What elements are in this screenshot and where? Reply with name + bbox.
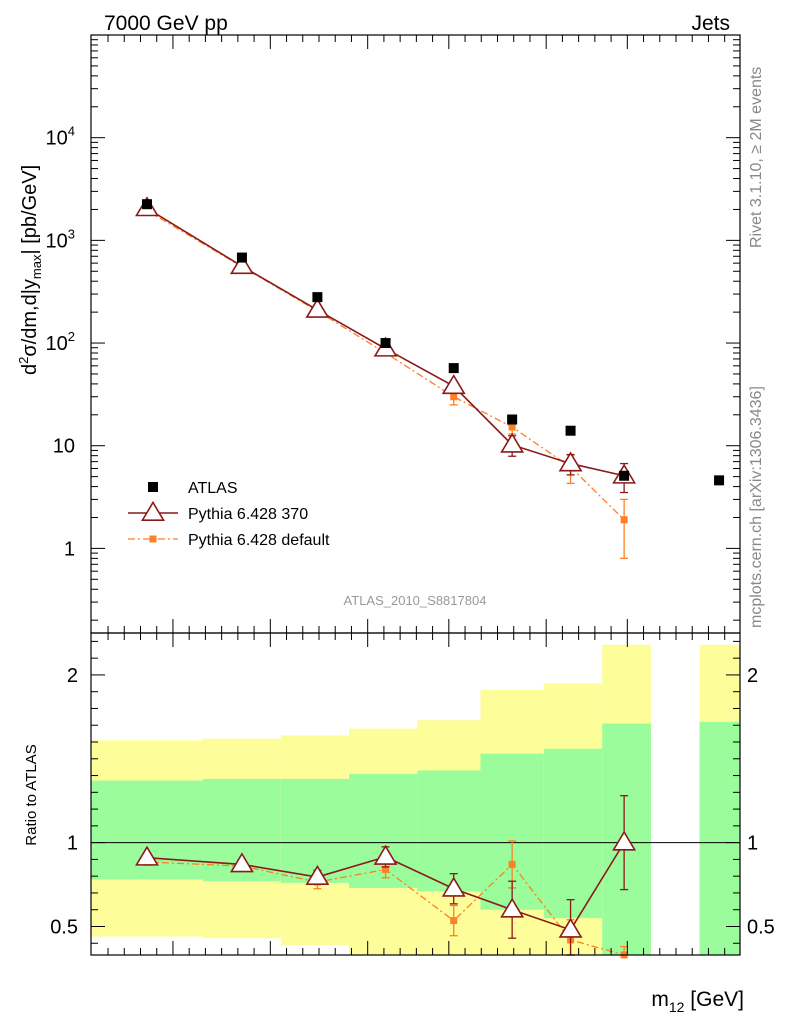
ratio-ytick-label-right: 0.5 [747, 916, 775, 938]
band-inner [543, 748, 603, 919]
rivet-label: Rivet 3.1.10, ≥ 2M events [748, 67, 765, 248]
analysis-id: ATLAS_2010_S8817804 [344, 593, 487, 608]
ratio-ytick-label: 2 [67, 665, 78, 687]
data-point-atlas [380, 338, 391, 349]
ratio-line-pythia370 [146, 842, 625, 931]
main-ylabel: d2σ/dm,d|ymax| [pb/GeV] [16, 165, 44, 375]
series-line-pythia_default [146, 210, 625, 521]
main-ytick-label: 102 [46, 329, 75, 355]
point-pythia370 [305, 297, 330, 318]
data-point-atlas [507, 414, 518, 425]
header-left: 7000 GeV pp [104, 12, 228, 35]
point-pythia-default [620, 516, 628, 524]
series-line-pythia370 [146, 207, 625, 477]
main-ytick-label: 10 [53, 436, 75, 458]
ratio-point-pythia370 [373, 844, 398, 865]
main-ytick-label: 1 [64, 538, 75, 560]
ratio-ytick-label: 0.5 [50, 916, 78, 938]
data-point-atlas [312, 292, 323, 303]
x-axis-label: m12 [GeV] [651, 988, 744, 1015]
data-point-atlas [714, 475, 725, 486]
data-point-atlas [565, 425, 576, 436]
ratio-ytick-label-right: 2 [747, 665, 758, 687]
legend-marker-pythia-default [149, 535, 157, 543]
legend-marker-pythia370 [141, 500, 165, 521]
data-point-atlas [619, 470, 630, 481]
band-inner [699, 721, 740, 955]
ratio-ylabel: Ratio to ATLAS [23, 744, 40, 845]
ratio-point-pythia370 [558, 917, 583, 938]
legend-label-data: ATLAS [188, 480, 238, 497]
point-pythia370 [441, 374, 466, 395]
data-point-atlas [236, 252, 247, 263]
point-pythia370 [500, 432, 525, 453]
point-pythia370 [558, 451, 583, 472]
data-point-atlas [141, 199, 152, 210]
ratio-ytick-label-right: 1 [747, 833, 758, 855]
mcplots-label: mcplots.cern.ch [arXiv:1306.3436] [748, 386, 765, 628]
point-pythia-default [508, 423, 516, 431]
ratio-frame [90, 632, 741, 956]
ratio-point-pythia-default [508, 860, 516, 868]
ratio-series [135, 795, 637, 959]
ratio-point-pythia-default [382, 865, 390, 873]
ratio-point-pythia370 [441, 876, 466, 897]
data-point-atlas [448, 363, 459, 374]
main-ytick-label: 103 [46, 226, 75, 252]
point-pythia370 [229, 254, 254, 275]
ratio-line-pythia_default [146, 861, 625, 956]
ratio-point-pythia370 [305, 864, 330, 885]
ratio-ytick-label: 1 [67, 833, 78, 855]
legend-marker-atlas [148, 482, 158, 492]
band-inner [417, 770, 481, 892]
point-pythia-default [450, 393, 458, 401]
legend-label-pythia370: Pythia 6.428 370 [188, 506, 308, 523]
axes: 1 10 102 103 104 0.5 0.5 1 1 2 2 [46, 34, 775, 956]
ratio-point-pythia370 [135, 845, 159, 866]
ratio-uncertainty-bands [91, 644, 740, 955]
legend-label-pythia_default: Pythia 6.428 default [188, 532, 330, 549]
legend: ATLAS Pythia 6.428 370 Pythia 6.428 defaul… [128, 480, 330, 549]
main-ytick-label: 104 [46, 124, 75, 150]
ratio-point-pythia370 [500, 897, 525, 918]
ratio-point-pythia-default [450, 917, 458, 925]
ratio-point-pythia370 [612, 830, 637, 851]
band-inner [280, 778, 350, 883]
main-series [135, 196, 725, 560]
ratio-point-pythia370 [229, 852, 254, 873]
header-right: Jets [691, 12, 730, 35]
